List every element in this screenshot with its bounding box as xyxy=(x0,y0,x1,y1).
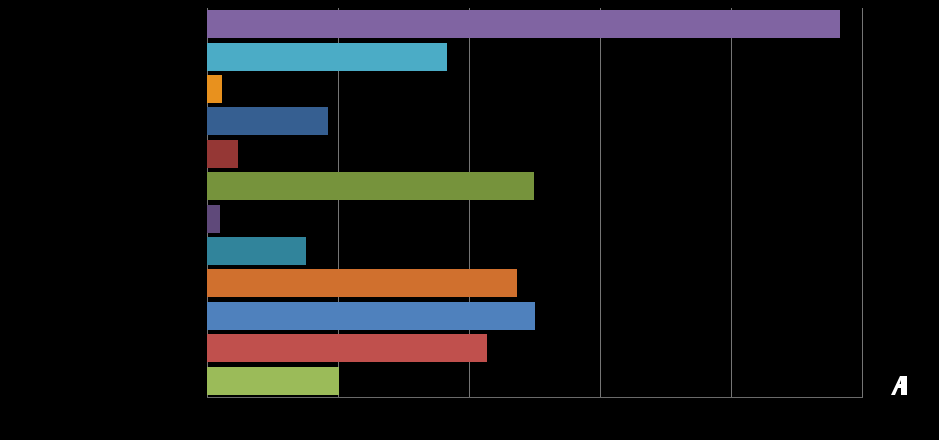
bar-row xyxy=(207,10,862,39)
bars-container xyxy=(207,8,862,397)
bar xyxy=(207,107,329,136)
bar-row xyxy=(207,172,862,201)
bar-row xyxy=(207,75,862,104)
bar-row xyxy=(207,107,862,136)
bar-row xyxy=(207,269,862,298)
gridline xyxy=(731,8,732,397)
unknown-axis-glyph xyxy=(891,376,912,395)
bar xyxy=(207,75,223,104)
bar xyxy=(207,269,517,298)
bar-row xyxy=(207,139,862,168)
x-axis-line xyxy=(207,397,863,398)
bar-row xyxy=(207,301,862,330)
bar-row xyxy=(207,237,862,266)
bar xyxy=(207,334,487,363)
bar xyxy=(207,301,535,330)
plot-area xyxy=(207,8,863,397)
bar-row xyxy=(207,204,862,233)
bar xyxy=(207,172,534,201)
bar xyxy=(207,10,840,39)
glyph-shape xyxy=(891,376,907,395)
bar xyxy=(207,237,306,266)
bar-row xyxy=(207,334,862,363)
gridline xyxy=(469,8,470,397)
bar-row xyxy=(207,42,862,71)
bar xyxy=(207,42,447,71)
gridline xyxy=(207,8,208,397)
gridline xyxy=(338,8,339,397)
bar xyxy=(207,139,238,168)
bar-row xyxy=(207,366,862,395)
bar xyxy=(207,366,339,395)
gridline xyxy=(600,8,601,397)
gridline xyxy=(862,8,863,397)
bar xyxy=(207,204,221,233)
